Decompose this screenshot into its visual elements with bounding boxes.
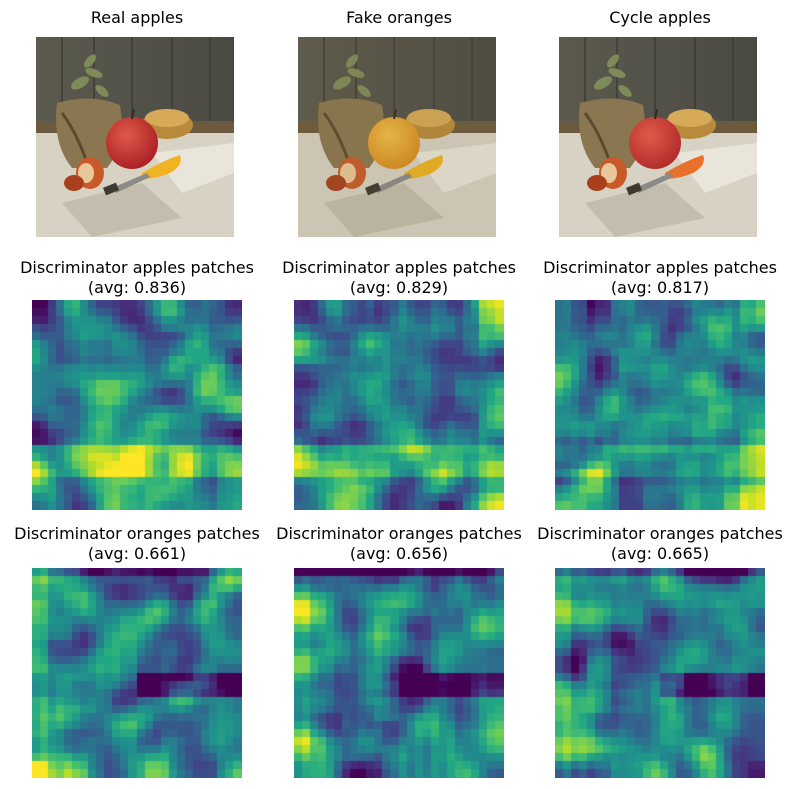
still-life-image-cycle <box>555 33 765 243</box>
panel-title: Real apples <box>90 8 184 27</box>
patch-heatmap <box>555 300 765 510</box>
panel-apples-patches-3: Discriminator apples patches (avg: 0.817… <box>529 250 791 515</box>
panel-title: Cycle apples <box>609 8 711 27</box>
panel-title: Fake oranges <box>346 8 452 27</box>
panel-oranges-patches-1: Discriminator oranges patches (avg: 0.66… <box>6 514 268 784</box>
panel-title-line1: Discriminator apples patches <box>282 258 516 277</box>
still-life-image-real <box>32 33 242 243</box>
panel-title-line2: (avg: 0.836) <box>87 278 187 297</box>
still-life-image-fake <box>294 33 504 243</box>
panel-title-line2: (avg: 0.665) <box>610 544 710 563</box>
panel-title-line2: (avg: 0.661) <box>87 544 187 563</box>
panel-title-line2: (avg: 0.817) <box>610 278 710 297</box>
patch-heatmap <box>555 568 765 778</box>
panel-oranges-patches-3: Discriminator oranges patches (avg: 0.66… <box>529 514 791 784</box>
panel-title-line1: Discriminator oranges patches <box>276 524 522 543</box>
panel-title-line1: Discriminator oranges patches <box>14 524 260 543</box>
panel-apples-patches-2: Discriminator apples patches (avg: 0.829… <box>268 250 530 515</box>
panel-cycle-apples: Cycle apples <box>529 0 791 245</box>
panel-title-line1: Discriminator apples patches <box>543 258 777 277</box>
panel-fake-oranges: Fake oranges <box>268 0 530 245</box>
panel-title-line1: Discriminator apples patches <box>20 258 254 277</box>
panel-title-line2: (avg: 0.656) <box>349 544 449 563</box>
panel-apples-patches-1: Discriminator apples patches (avg: 0.836… <box>6 250 268 515</box>
panel-oranges-patches-2: Discriminator oranges patches (avg: 0.65… <box>268 514 530 784</box>
patch-heatmap <box>32 568 242 778</box>
patch-heatmap <box>294 568 504 778</box>
patch-heatmap <box>32 300 242 510</box>
panel-title-line1: Discriminator oranges patches <box>537 524 783 543</box>
panel-title-line2: (avg: 0.829) <box>349 278 449 297</box>
patch-heatmap <box>294 300 504 510</box>
panel-real-apples: Real apples <box>6 0 268 245</box>
